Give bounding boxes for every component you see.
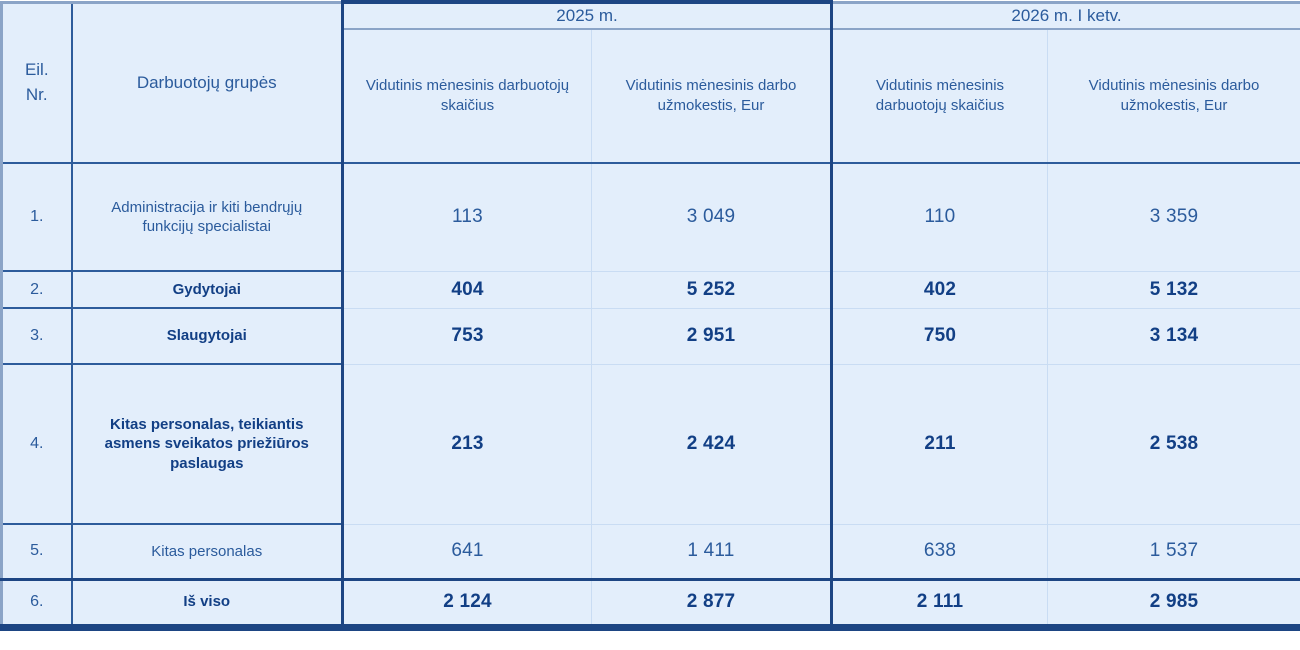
- group-label: Gydytojai: [71, 271, 344, 309]
- salary-2025-total: 2 877: [591, 579, 833, 631]
- header-2026-i-ketv: 2026 m. I ketv.: [831, 0, 1300, 30]
- row-number: 6.: [0, 579, 73, 631]
- subheader-row: Vidutinis mėnesinis darbuotojų skaičius …: [2, 29, 1300, 164]
- count-2025: 753: [342, 308, 592, 365]
- salary-2025: 1 411: [591, 524, 833, 581]
- count-2026: 211: [831, 364, 1048, 525]
- group-label: Kitas personalas: [71, 524, 344, 581]
- salary-2025: 2 424: [591, 364, 833, 525]
- group-label: Administracija ir kiti bendrųjų funkcijų…: [71, 163, 344, 272]
- count-2026: 402: [831, 271, 1048, 309]
- salary-2025: 3 049: [591, 163, 833, 272]
- salary-2026: 2 538: [1047, 364, 1300, 525]
- salary-table: Eil. Nr. Darbuotojų grupės 2025 m. 2026 …: [0, 0, 1300, 631]
- count-2026: 110: [831, 163, 1048, 272]
- subheader-count-2025: Vidutinis mėnesinis darbuotojų skaičius: [342, 29, 592, 164]
- subheader-salary-2025: Vidutinis mėnesinis darbo užmokestis, Eu…: [591, 29, 833, 164]
- count-2026: 750: [831, 308, 1048, 365]
- count-2025: 113: [342, 163, 592, 272]
- row-number: 4.: [0, 364, 73, 525]
- table-row-total: 6. Iš viso 2 124 2 877 2 111 2 985: [0, 579, 1300, 631]
- header-2025: 2025 m.: [341, 0, 833, 30]
- count-2025: 404: [342, 271, 592, 309]
- year-header-row: Eil. Nr. Darbuotojų grupės 2025 m. 2026 …: [0, 0, 1300, 164]
- count-2026-total: 2 111: [831, 579, 1048, 631]
- group-label-total: Iš viso: [71, 579, 344, 631]
- count-2026: 638: [831, 524, 1048, 581]
- header-eil-nr: Eil. Nr.: [0, 0, 73, 164]
- header-darbuotoju-grupes: Darbuotojų grupės: [71, 0, 344, 164]
- salary-2026-total: 2 985: [1047, 579, 1300, 631]
- table-row-5: 5. Kitas personalas 641 1 411 638 1 537: [0, 524, 1300, 581]
- count-2025: 641: [342, 524, 592, 581]
- salary-2025: 2 951: [591, 308, 833, 365]
- salary-2026: 5 132: [1047, 271, 1300, 309]
- salary-2026: 1 537: [1047, 524, 1300, 581]
- subheader-count-2026: Vidutinis mėnesinis darbuotojų skaičius: [831, 29, 1048, 164]
- table-row-3: 3. Slaugytojai 753 2 951 750 3 134: [0, 308, 1300, 365]
- subheader-salary-2026: Vidutinis mėnesinis darbo užmokestis, Eu…: [1047, 29, 1300, 164]
- table-row-1: 1. Administracija ir kiti bendrųjų funkc…: [0, 163, 1300, 272]
- row-number: 3.: [0, 308, 73, 365]
- group-label: Slaugytojai: [71, 308, 344, 365]
- count-2025: 213: [342, 364, 592, 525]
- table-row-4: 4. Kitas personalas, teikiantis asmens s…: [0, 364, 1300, 525]
- row-number: 5.: [0, 524, 73, 581]
- table-row-2: 2. Gydytojai 404 5 252 402 5 132: [0, 271, 1300, 309]
- group-label: Kitas personalas, teikiantis asmens svei…: [71, 364, 344, 525]
- row-number: 1.: [0, 163, 73, 272]
- salary-2025: 5 252: [591, 271, 833, 309]
- salary-2026: 3 134: [1047, 308, 1300, 365]
- row-number: 2.: [0, 271, 73, 309]
- salary-2026: 3 359: [1047, 163, 1300, 272]
- count-2025-total: 2 124: [342, 579, 592, 631]
